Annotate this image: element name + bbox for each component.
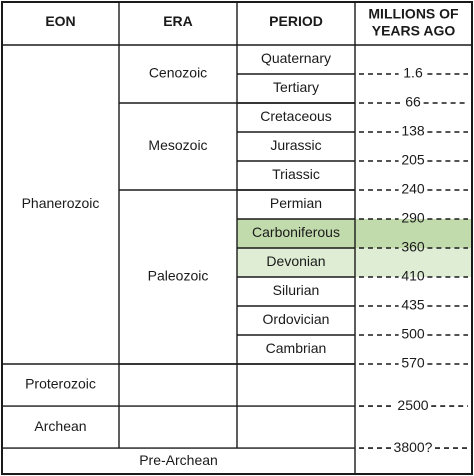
boundary-label: 500: [401, 326, 425, 342]
period-silurian: Silurian: [273, 282, 320, 298]
header-eon: EON: [45, 13, 75, 29]
header-era: ERA: [163, 13, 193, 29]
period-devonian: Devonian: [266, 253, 325, 269]
boundary-label: 3800?: [394, 439, 433, 455]
boundary-label: 290: [401, 210, 425, 226]
period-ordovician: Ordovician: [263, 311, 330, 327]
era-mesozoic: Mesozoic: [148, 137, 207, 153]
period-jurassic: Jurassic: [270, 137, 321, 153]
era-cenozoic: Cenozoic: [149, 65, 207, 81]
header-age-line1: MILLIONS OF: [368, 6, 459, 22]
period-quaternary: Quaternary: [261, 50, 331, 66]
boundary-label: 1.6: [403, 65, 423, 81]
period-permian: Permian: [270, 195, 322, 211]
header-age-line2: YEARS AGO: [372, 23, 456, 39]
boundary-label: 410: [401, 268, 425, 284]
period-triassic: Triassic: [272, 166, 320, 182]
era-paleozoic: Paleozoic: [148, 268, 209, 284]
boundary-label: 435: [401, 297, 425, 313]
pre-archean-label: Pre-Archean: [139, 452, 218, 468]
header-period: PERIOD: [269, 13, 323, 29]
eon-archean: Archean: [34, 418, 86, 434]
boundary-label: 570: [401, 355, 425, 371]
boundary-label: 205: [401, 152, 425, 168]
boundary-label: 360: [401, 239, 425, 255]
eon-phanerozoic: Phanerozoic: [22, 195, 100, 211]
boundary-label: 66: [405, 94, 421, 110]
period-cretaceous: Cretaceous: [260, 108, 332, 124]
period-tertiary: Tertiary: [273, 79, 319, 95]
boundary-label: 138: [401, 123, 425, 139]
boundary-label: 240: [401, 181, 425, 197]
period-cambrian: Cambrian: [266, 340, 327, 356]
eon-proterozoic: Proterozoic: [25, 376, 96, 392]
period-carboniferous: Carboniferous: [252, 224, 340, 240]
boundary-label: 2500: [397, 397, 428, 413]
